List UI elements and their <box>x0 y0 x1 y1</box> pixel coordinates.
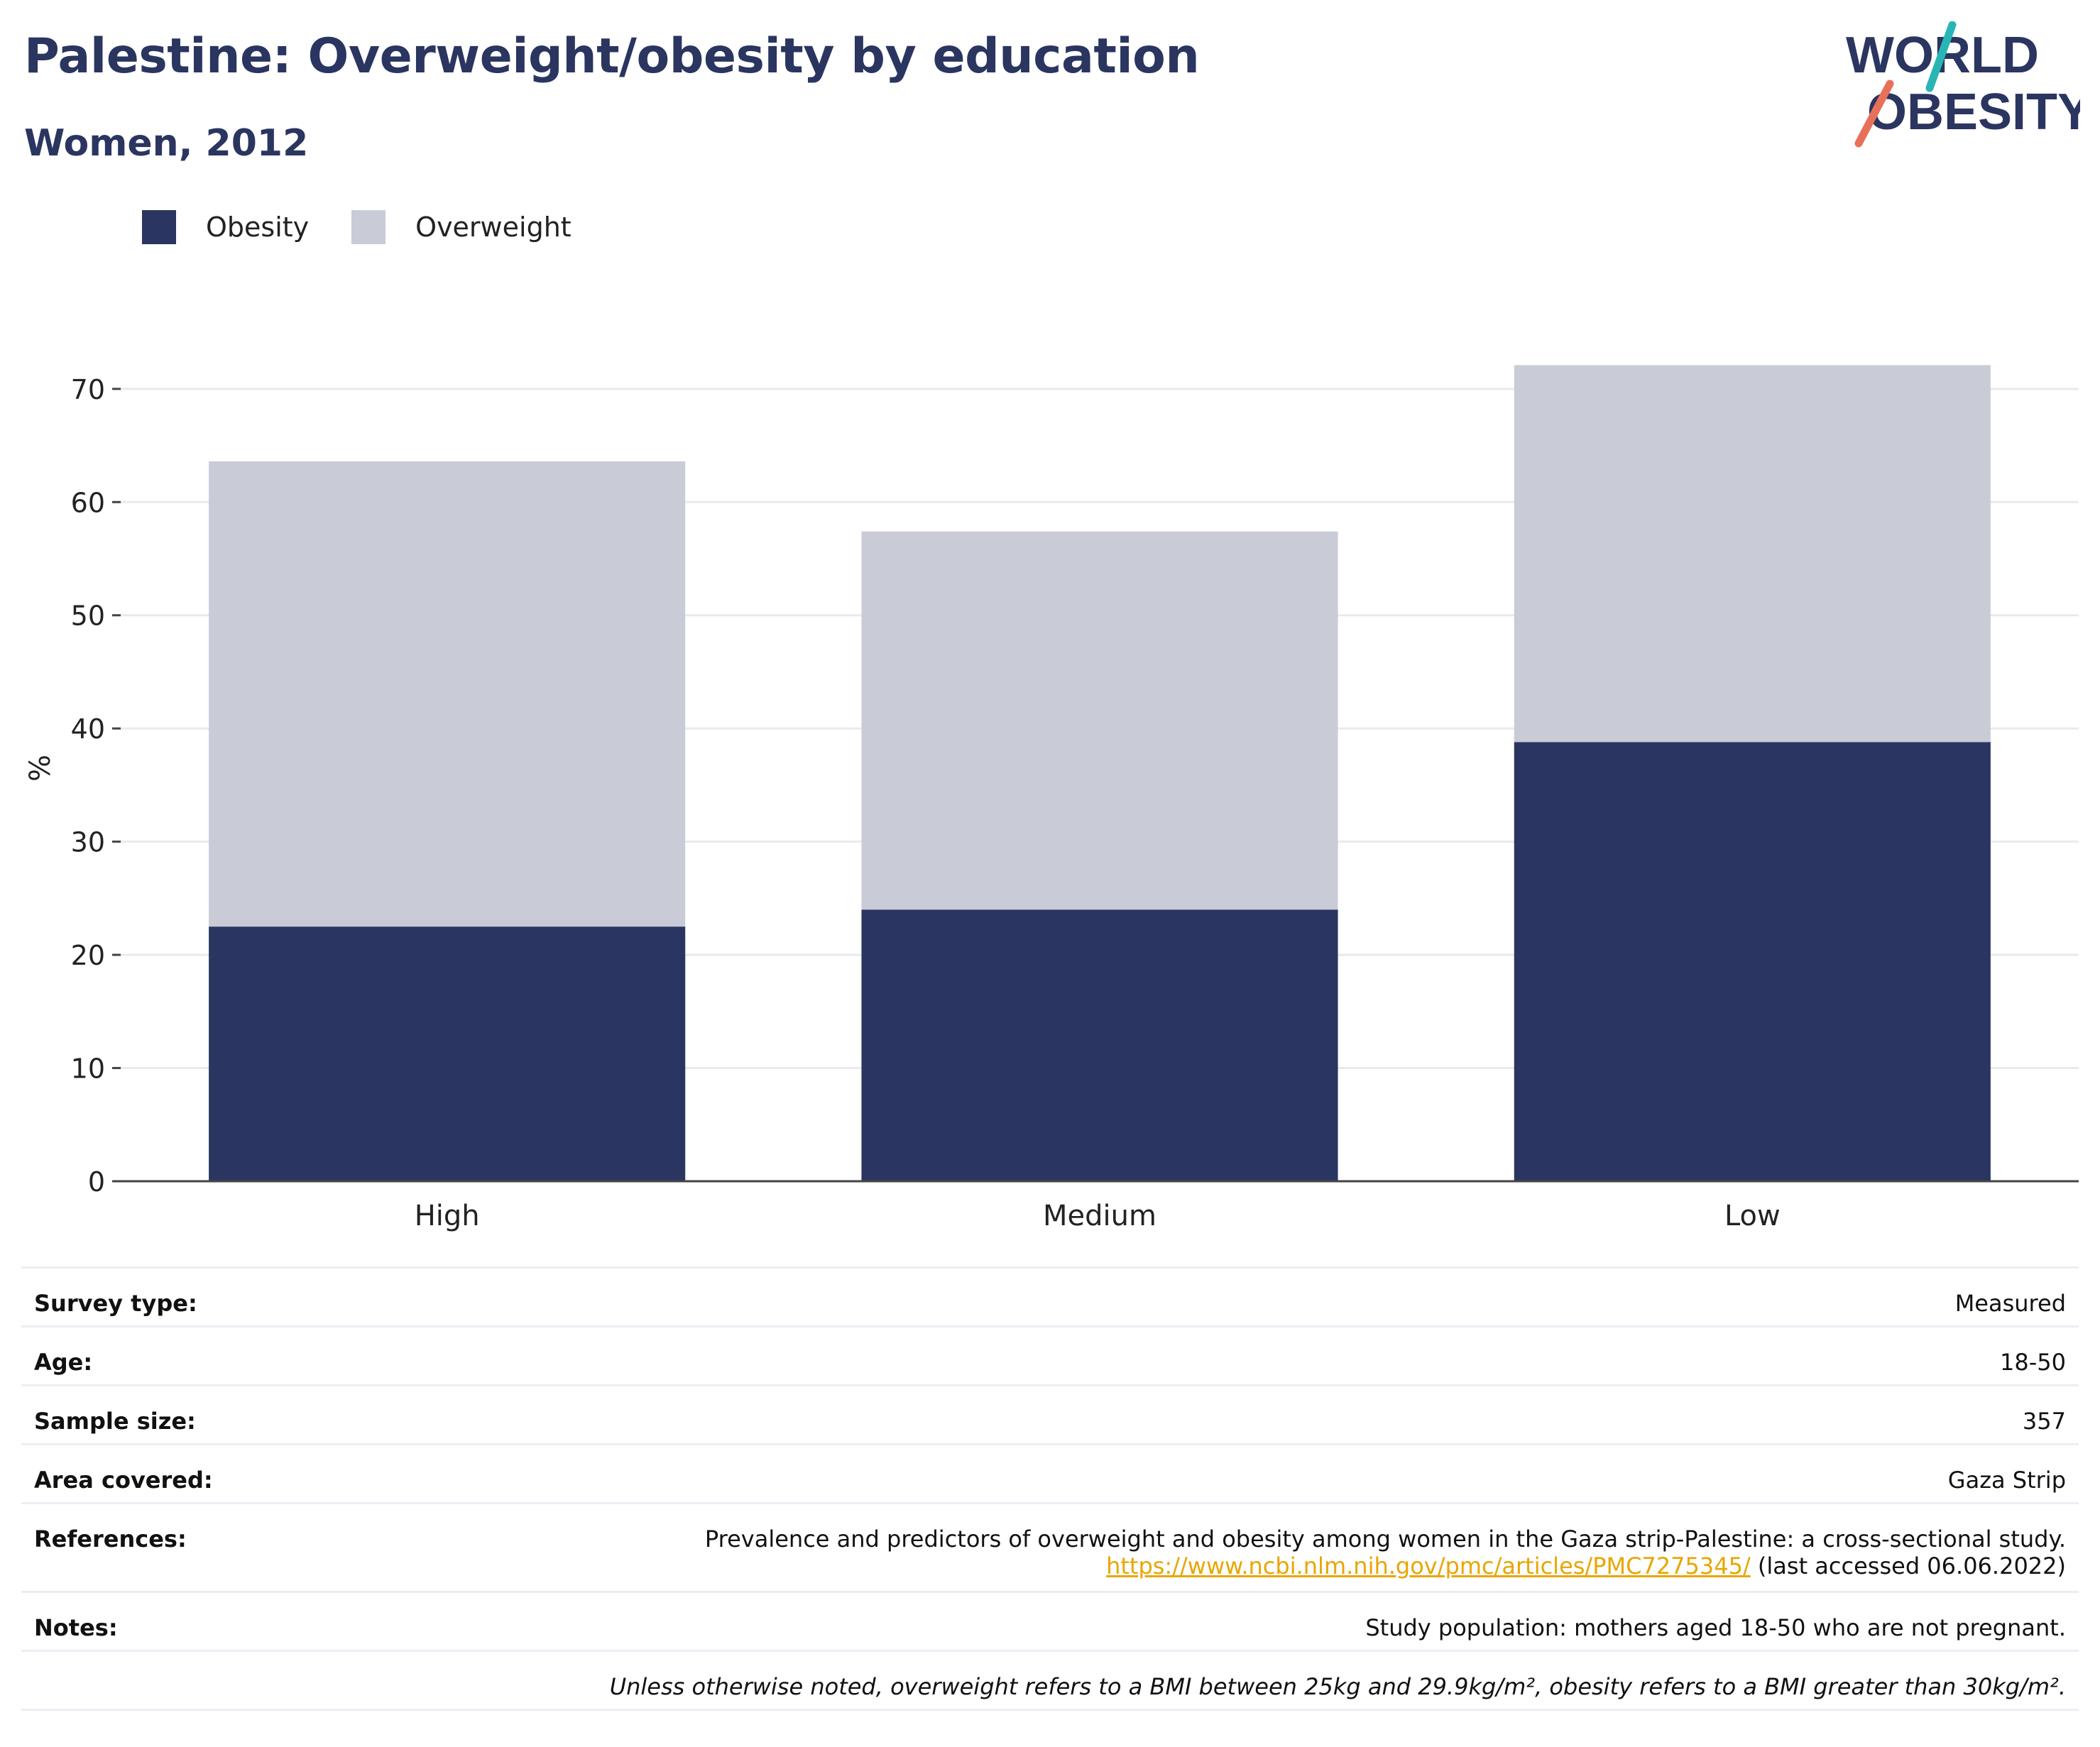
x-tick-label-low: Low <box>1724 1200 1781 1232</box>
logo-slash-teal <box>1925 21 1957 92</box>
survey-type-value: Measured <box>1954 1290 2066 1317</box>
y-tick-label-0: 0 <box>88 1166 105 1198</box>
bars <box>209 365 1991 1181</box>
area-covered-value: Gaza Strip <box>1947 1467 2066 1494</box>
info-row-survey-type: Survey type: Measured <box>21 1266 2079 1325</box>
notes-label: Notes: <box>34 1614 118 1641</box>
chart-legend: Obesity Overweight <box>142 210 614 244</box>
y-tick-label-60: 60 <box>71 487 105 518</box>
info-row-area-covered: Area covered: Gaza Strip <box>21 1443 2079 1502</box>
logo-slash-coral <box>1854 80 1894 148</box>
area-covered-label: Area covered: <box>34 1467 213 1494</box>
info-row-age: Age: 18-50 <box>21 1325 2079 1384</box>
reference-link[interactable]: https://www.ncbi.nlm.nih.gov/pmc/article… <box>1106 1552 1751 1579</box>
legend-swatch-overweight <box>351 210 386 244</box>
x-tick-label-medium: Medium <box>1043 1200 1156 1232</box>
reference-title: Prevalence and predictors of overweight … <box>704 1526 2066 1552</box>
legend-swatch-obesity <box>142 210 176 244</box>
y-tick-label-50: 50 <box>71 601 105 632</box>
stacked-bar-chart: 0 10 20 30 40 50 60 70 High Medium Low % <box>24 365 2079 1232</box>
x-tick-labels: High Medium Low <box>415 1200 1781 1232</box>
reference-accessed: (last accessed 06.06.2022) <box>1750 1552 2066 1579</box>
bmi-footnote: Unless otherwise noted, overweight refer… <box>609 1673 2066 1700</box>
logo-text-obesity: OBESITY <box>1867 84 2080 141</box>
sample-size-label: Sample size: <box>34 1408 196 1435</box>
legend-label-overweight: Overweight <box>415 212 572 243</box>
notes-value: Study population: mothers aged 18-50 who… <box>1365 1614 2066 1641</box>
age-value: 18-50 <box>2000 1349 2066 1376</box>
references-label: References: <box>34 1526 187 1552</box>
x-tick-label-high: High <box>415 1200 480 1232</box>
legend-label-obesity: Obesity <box>206 212 310 243</box>
y-tick-label-30: 30 <box>71 827 105 858</box>
bar-medium-overweight[interactable] <box>861 531 1338 910</box>
survey-type-label: Survey type: <box>34 1290 197 1317</box>
bar-medium-obesity[interactable] <box>861 909 1338 1181</box>
y-tick-label-20: 20 <box>71 940 105 971</box>
legend-item-obesity[interactable]: Obesity <box>142 210 309 244</box>
y-tick-label-10: 10 <box>71 1053 105 1085</box>
survey-info-table: Survey type: Measured Age: 18-50 Sample … <box>21 1266 2079 1711</box>
references-value: Prevalence and predictors of overweight … <box>705 1504 2066 1579</box>
bar-high-obesity[interactable] <box>209 926 686 1181</box>
y-tick-label-40: 40 <box>71 713 105 745</box>
world-obesity-logo: WORLD OBESITY <box>1846 21 2080 148</box>
info-row-footnote: Unless otherwise noted, overweight refer… <box>21 1650 2079 1711</box>
y-tick-label-70: 70 <box>71 374 105 405</box>
info-row-references: References: Prevalence and predictors of… <box>21 1502 2079 1591</box>
info-row-notes: Notes: Study population: mothers aged 18… <box>21 1591 2079 1650</box>
legend-item-overweight[interactable]: Overweight <box>351 210 572 244</box>
bar-low-obesity[interactable] <box>1514 742 1991 1181</box>
age-label: Age: <box>34 1349 93 1376</box>
chart-title: Palestine: Overweight/obesity by educati… <box>24 28 1200 84</box>
y-axis-label: % <box>24 755 57 782</box>
bar-low-overweight[interactable] <box>1514 365 1991 743</box>
sample-size-value: 357 <box>2022 1408 2066 1435</box>
bar-high-overweight[interactable] <box>209 461 686 927</box>
info-row-sample-size: Sample size: 357 <box>21 1384 2079 1443</box>
chart-subtitle: Women, 2012 <box>24 122 309 165</box>
y-tick-labels: 0 10 20 30 40 50 60 70 <box>71 374 121 1198</box>
